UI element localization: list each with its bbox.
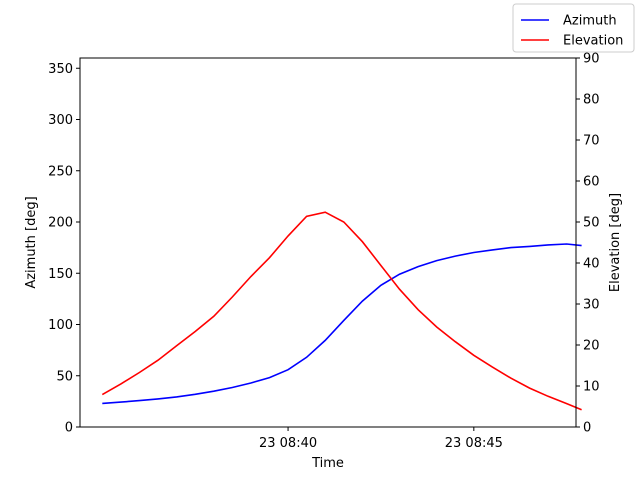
x-axis-ticks: 23 08:40 23 08:45	[259, 427, 503, 451]
left-y-axis-label: Azimuth [deg]	[24, 196, 39, 288]
left-tick-label: 300	[48, 113, 73, 128]
x-tick-label: 23 08:40	[259, 436, 317, 451]
left-tick-label: 150	[48, 267, 73, 282]
right-tick-label: 50	[583, 216, 600, 231]
legend-label-elevation: Elevation	[563, 34, 623, 49]
x-axis-label: Time	[311, 456, 344, 471]
right-tick-label: 60	[583, 175, 600, 190]
x-tick-label: 23 08:45	[445, 436, 503, 451]
left-tick-label: 0	[65, 421, 73, 436]
right-tick-label: 40	[583, 257, 600, 272]
left-tick-label: 200	[48, 216, 73, 231]
left-tick-label: 100	[48, 318, 73, 333]
left-axis-ticks: 0 50 100 150 200 250 300 350	[48, 62, 80, 436]
plot-frame	[79, 57, 577, 428]
right-tick-label: 70	[583, 134, 600, 149]
right-tick-label: 20	[583, 339, 600, 354]
legend-label-azimuth: Azimuth	[563, 14, 617, 29]
right-y-axis-label: Elevation [deg]	[608, 193, 623, 292]
series-line-azimuth	[102, 243, 582, 405]
right-tick-label: 10	[583, 380, 600, 395]
right-tick-label: 0	[583, 421, 591, 436]
left-tick-label: 250	[48, 164, 73, 179]
legend: Azimuth Elevation	[512, 3, 635, 53]
series-line-elevation	[101, 211, 582, 411]
right-tick-label: 90	[583, 52, 600, 67]
left-tick-label: 350	[48, 62, 73, 77]
right-axis-ticks: 0 10 20 30 40 50 60 70 80 90	[576, 52, 600, 436]
left-tick-label: 50	[56, 369, 73, 384]
lines-layer	[101, 211, 582, 411]
right-tick-label: 80	[583, 93, 600, 108]
right-tick-label: 30	[583, 298, 600, 313]
